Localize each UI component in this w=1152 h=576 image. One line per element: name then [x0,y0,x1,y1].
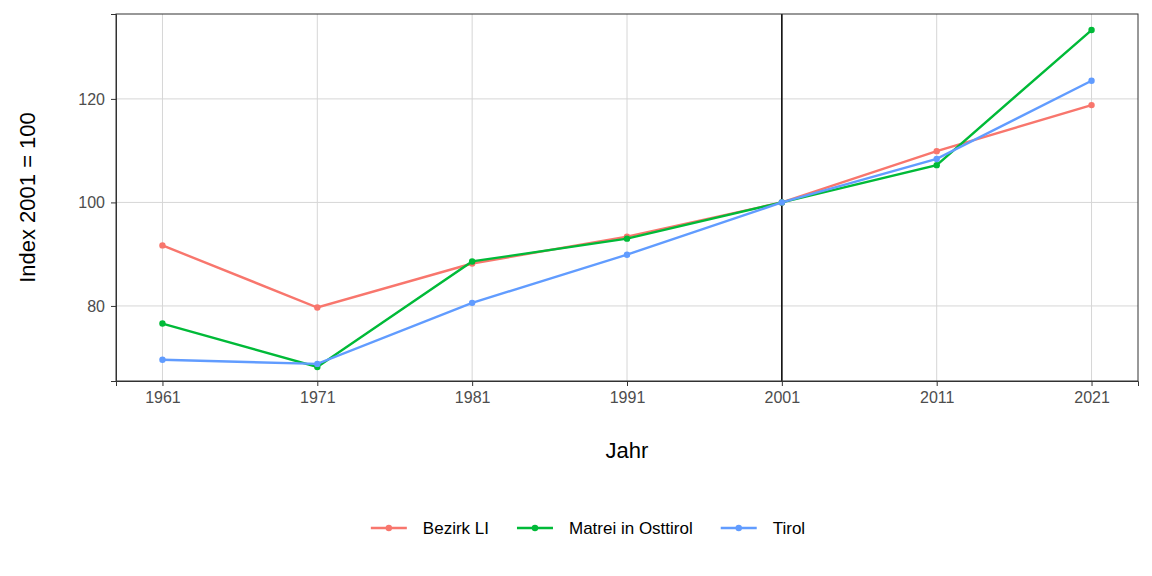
point [1088,78,1094,84]
point [159,242,165,248]
grid-line-x [472,14,473,381]
y-tick: 80 [87,298,116,315]
x-tick: 1971 [300,381,336,406]
point [933,156,939,162]
point [314,304,320,310]
legend-label: Tirol [773,519,805,538]
y-tick-mark [111,202,116,203]
legend-key-point [532,525,538,531]
legend-item: Bezirk LI [371,519,489,538]
point [779,199,785,205]
reference-line [781,14,783,381]
point [779,199,785,205]
legend: Bezirk LI Matrei in Osttirol Tirol [371,519,805,538]
x-tick: 2001 [765,381,801,406]
data-area [159,14,1094,381]
x-tick-label: 1961 [145,389,181,406]
series-line [162,81,1091,364]
x-tick-label: 2021 [1074,389,1110,406]
legend-key-point [386,525,392,531]
point [1088,102,1094,108]
x-tick-label: 2001 [765,389,801,406]
y-tick-label: 120 [78,91,105,108]
x-tick-label: 1991 [610,389,646,406]
x-tick-mark [1092,381,1093,386]
x-axis-line [117,382,1139,387]
point [469,258,475,264]
x-tick-label: 1981 [455,389,491,406]
legend-label: Bezirk LI [423,519,489,538]
x-tick-mark [937,381,938,386]
point [624,235,630,241]
x-tick: 1981 [455,381,491,406]
y-tick: 100 [78,194,116,211]
x-tick: 1991 [610,381,646,406]
x-tick-mark [162,381,163,386]
y-tick-mark [111,99,116,100]
y-tick-mark [111,306,116,307]
x-tick-label: 1971 [300,389,336,406]
panel-border [116,14,1138,381]
legend-item: Matrei in Osttirol [517,519,693,538]
y-tick: 120 [78,91,116,108]
x-tick: 1961 [145,381,181,406]
point [933,148,939,154]
series [159,102,1094,311]
series [159,27,1094,370]
y-tick-label: 100 [78,194,105,211]
series-line [162,105,1091,307]
point [469,300,475,306]
chart: 1961 1971 1981 1991 2001 2011 2021 80 100 120 Jahr… [0,0,1152,576]
point [624,251,630,257]
grid-line-x [1091,14,1092,381]
x-axis: 1961 1971 1981 1991 2001 2011 2021 [117,381,1139,406]
grid-line-x [317,14,318,381]
point [933,162,939,168]
legend-item: Tirol [721,519,805,538]
x-tick-mark [317,381,318,386]
point [159,320,165,326]
series [159,78,1094,368]
series-line [162,30,1091,367]
x-tick-label: 2011 [920,389,955,406]
x-tick: 2021 [1074,381,1110,406]
point [779,199,785,205]
grid [116,14,1138,381]
plot: 1961 1971 1981 1991 2001 2011 2021 80 100 120 [78,14,1138,406]
legend-key-point [736,525,742,531]
legend-label: Matrei in Osttirol [569,519,693,538]
x-tick-mark [782,381,783,386]
y-tick-label: 80 [87,298,105,315]
point [1088,27,1094,33]
grid-line-x [936,14,937,381]
x-axis-title: Jahr [606,438,649,463]
x-tick: 2011 [920,381,955,406]
y-axis: 80 100 120 [78,15,116,382]
grid-line-x [781,14,782,381]
grid-line-x [627,14,628,381]
point [159,357,165,363]
y-axis-title: Index 2001 = 100 [15,112,40,283]
panel-background [116,14,1138,381]
x-tick-mark [472,381,473,386]
point [314,361,320,367]
x-tick-mark [627,381,628,386]
